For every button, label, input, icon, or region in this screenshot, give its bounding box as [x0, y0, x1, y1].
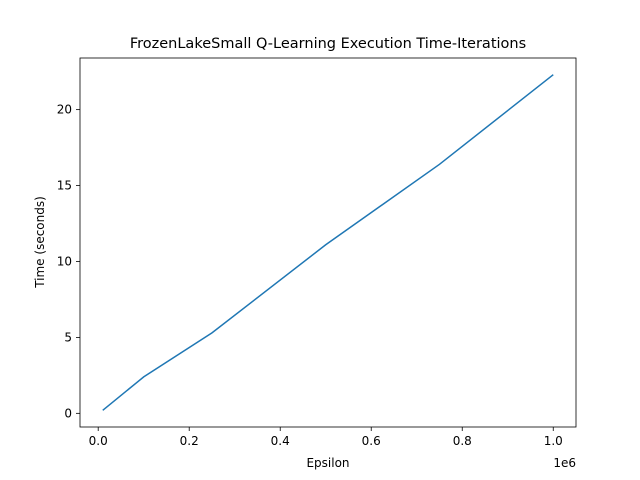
x-tick-label: 0.8 [453, 434, 472, 448]
series-line-0 [102, 74, 554, 411]
x-axis-offset-label: 1e6 [553, 456, 576, 470]
y-tick-label: 0 [64, 406, 72, 420]
y-tick-label: 5 [64, 330, 72, 344]
x-tick-label: 1.0 [544, 434, 563, 448]
x-tick-label: 0.4 [271, 434, 290, 448]
x-axis-label: Epsilon [306, 456, 349, 470]
x-tick-label: 0.6 [362, 434, 381, 448]
chart-title: FrozenLakeSmall Q-Learning Execution Tim… [130, 36, 526, 52]
y-tick-label: 15 [57, 179, 72, 193]
y-axis-label: Time (seconds) [33, 196, 47, 289]
x-tick-label: 0.2 [180, 434, 199, 448]
y-tick-label: 20 [57, 103, 72, 117]
x-tick-label: 0.0 [89, 434, 108, 448]
y-tick-label: 10 [57, 254, 72, 268]
plot-area: 0.0 0.2 0.4 0.6 0.8 1.0 0 5 10 15 20 [57, 57, 577, 448]
plot-frame [79, 57, 577, 428]
